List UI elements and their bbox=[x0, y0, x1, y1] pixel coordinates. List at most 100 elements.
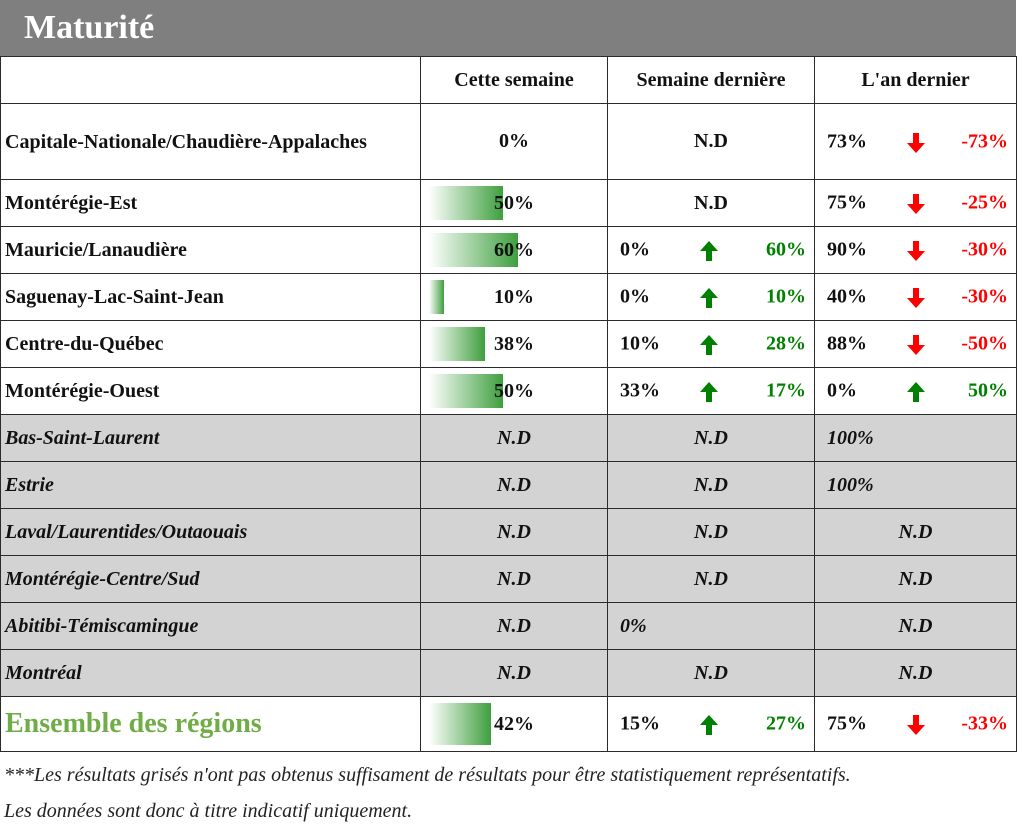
last-year-value: 100% bbox=[827, 473, 874, 496]
this-week-cell: 42% bbox=[420, 696, 608, 752]
this-week-cell: 38% bbox=[420, 320, 608, 368]
last-week-cell: 0% 10% bbox=[607, 273, 815, 321]
this-week-bar bbox=[429, 186, 503, 220]
last-year-cell: 0% 50% bbox=[814, 367, 1017, 415]
this-week-bar bbox=[429, 327, 486, 361]
total-last-year-value: 75% bbox=[827, 712, 867, 735]
region-name: Mauricie/Lanaudière bbox=[0, 226, 421, 274]
region-name: Montérégie-Ouest bbox=[0, 367, 421, 415]
this-week-cell: N.D bbox=[420, 461, 608, 509]
this-week-value: 50% bbox=[494, 379, 534, 402]
last-week-delta: 28% bbox=[766, 332, 806, 355]
this-week-value: 60% bbox=[494, 238, 534, 261]
total-last-week-value: 15% bbox=[620, 712, 660, 735]
footnote-line-1: ***Les résultats grisés n'ont pas obtenu… bbox=[4, 764, 851, 786]
last-week-value: 0% bbox=[620, 285, 650, 308]
arrow-up-icon bbox=[700, 288, 718, 308]
header-last-year: L'an dernier bbox=[814, 56, 1017, 104]
this-week-value: 10% bbox=[494, 285, 534, 308]
last-week-nd: N.D bbox=[694, 661, 728, 684]
region-name: Estrie bbox=[0, 461, 421, 509]
last-year-cell: 88% -50% bbox=[814, 320, 1017, 368]
last-week-nd: N.D bbox=[694, 191, 728, 214]
this-week-cell: N.D bbox=[420, 414, 608, 462]
region-name: Laval/Laurentides/Outaouais bbox=[0, 508, 421, 556]
this-week-bar bbox=[429, 374, 503, 408]
this-week-value: 0% bbox=[499, 130, 529, 152]
region-name: Montérégie-Est bbox=[0, 179, 421, 227]
table-row: Mauricie/Lanaudière 60% 0% 60% 90% -30% bbox=[0, 226, 1017, 274]
arrow-up-icon bbox=[700, 241, 718, 261]
total-last-year-cell: 75% -33% bbox=[814, 696, 1017, 752]
this-week-cell: 50% bbox=[420, 179, 608, 227]
arrow-down-icon bbox=[907, 241, 925, 261]
arrow-down-icon bbox=[907, 335, 925, 355]
this-week-cell: 60% bbox=[420, 226, 608, 274]
last-week-cell: N.D bbox=[607, 461, 815, 509]
title-bar: Maturité bbox=[0, 0, 1016, 56]
header-this-week: Cette semaine bbox=[420, 56, 608, 104]
last-week-value: 33% bbox=[620, 379, 660, 402]
last-week-cell: N.D bbox=[607, 103, 815, 180]
last-year-nd: N.D bbox=[898, 614, 933, 637]
last-year-delta: -73% bbox=[961, 130, 1008, 152]
table-row: Capitale-Nationale/Chaudière-Appalaches 0… bbox=[0, 103, 1017, 180]
total-name: Ensemble des régions bbox=[0, 696, 421, 752]
this-week-nd: N.D bbox=[497, 426, 531, 449]
this-week-cell: N.D bbox=[420, 602, 608, 650]
last-year-delta: -25% bbox=[961, 191, 1008, 214]
arrow-down-icon bbox=[907, 132, 925, 153]
last-year-delta: 50% bbox=[968, 379, 1008, 402]
last-year-value: 40% bbox=[827, 285, 867, 308]
last-year-cell: N.D bbox=[814, 508, 1017, 556]
table-row-grey: Estrie N.D N.D 100% bbox=[0, 461, 1017, 509]
maturity-table: Cette semaine Semaine dernière L'an dern… bbox=[0, 56, 1017, 752]
last-year-nd: N.D bbox=[898, 520, 933, 543]
last-week-nd: N.D bbox=[694, 130, 728, 152]
last-week-nd: N.D bbox=[694, 473, 728, 496]
last-year-cell: N.D bbox=[814, 602, 1017, 650]
this-week-nd: N.D bbox=[497, 661, 531, 684]
table-row: Montérégie-Est 50% N.D 75% -25% bbox=[0, 179, 1017, 227]
last-year-nd: N.D bbox=[898, 567, 933, 590]
total-last-week-delta: 27% bbox=[766, 712, 806, 735]
last-year-delta: -50% bbox=[961, 332, 1008, 355]
this-week-value: 42% bbox=[494, 712, 534, 735]
last-year-value: 90% bbox=[827, 238, 867, 261]
last-week-cell: 0% bbox=[607, 602, 815, 650]
table-row-grey: Bas-Saint-Laurent N.D N.D 100% bbox=[0, 414, 1017, 462]
table-row-grey: Laval/Laurentides/Outaouais N.D N.D N.D bbox=[0, 508, 1017, 556]
region-name: Saguenay-Lac-Saint-Jean bbox=[0, 273, 421, 321]
region-name: Bas-Saint-Laurent bbox=[0, 414, 421, 462]
last-week-cell: 33% 17% bbox=[607, 367, 815, 415]
this-week-nd: N.D bbox=[497, 567, 531, 590]
footnote-line-2: Les données sont donc à titre indicatif … bbox=[4, 800, 413, 822]
last-year-cell: 90% -30% bbox=[814, 226, 1017, 274]
last-year-cell: 73% -73% bbox=[814, 103, 1017, 180]
last-week-cell: 10% 28% bbox=[607, 320, 815, 368]
last-year-delta: -30% bbox=[961, 238, 1008, 261]
this-week-nd: N.D bbox=[497, 473, 531, 496]
last-week-nd: N.D bbox=[694, 426, 728, 449]
table-row: Montérégie-Ouest 50% 33% 17% 0% 50% bbox=[0, 367, 1017, 415]
this-week-nd: N.D bbox=[497, 520, 531, 543]
last-year-value: 88% bbox=[827, 332, 867, 355]
last-year-value: 75% bbox=[827, 191, 867, 214]
last-year-cell: 75% -25% bbox=[814, 179, 1017, 227]
last-week-delta: 60% bbox=[766, 238, 806, 261]
last-year-cell: N.D bbox=[814, 555, 1017, 603]
region-name: Montréal bbox=[0, 649, 421, 697]
this-week-nd: N.D bbox=[497, 614, 531, 637]
arrow-up-icon bbox=[700, 715, 718, 735]
table-row-grey: Montérégie-Centre/Sud N.D N.D N.D bbox=[0, 555, 1017, 603]
table-row: Saguenay-Lac-Saint-Jean 10% 0% 10% 40% -30% bbox=[0, 273, 1017, 321]
this-week-cell: N.D bbox=[420, 508, 608, 556]
last-year-delta: -30% bbox=[961, 285, 1008, 308]
last-week-cell: N.D bbox=[607, 179, 815, 227]
last-year-cell: 100% bbox=[814, 414, 1017, 462]
last-week-cell: N.D bbox=[607, 414, 815, 462]
table-row: Centre-du-Québec 38% 10% 28% 88% -50% bbox=[0, 320, 1017, 368]
region-name: Montérégie-Centre/Sud bbox=[0, 555, 421, 603]
total-last-year-delta: -33% bbox=[961, 712, 1008, 735]
arrow-down-icon bbox=[907, 288, 925, 308]
